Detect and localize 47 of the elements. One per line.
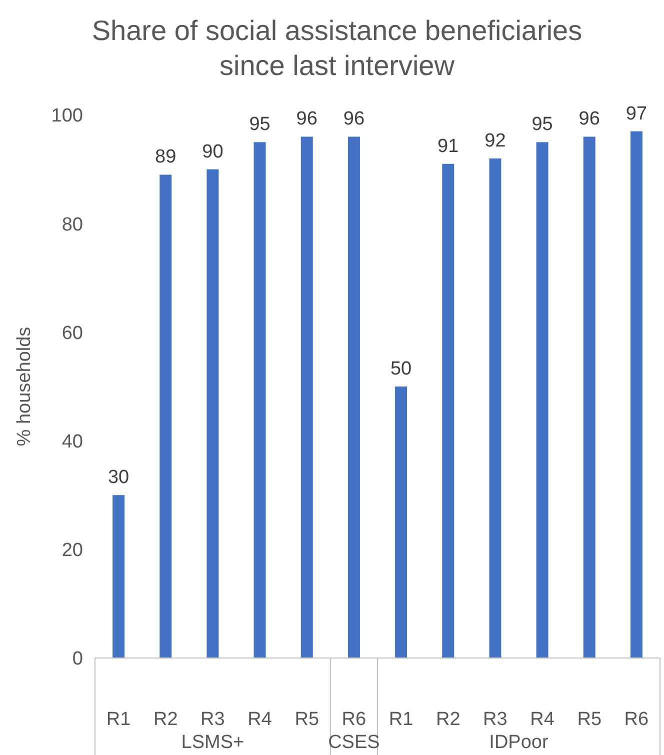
x-tick-label: R4 (530, 709, 555, 730)
data-label: 92 (484, 130, 506, 152)
bar (254, 142, 266, 658)
text: CSES (328, 732, 380, 753)
data-label: 30 (108, 467, 130, 488)
x-tick-label: R2 (436, 709, 460, 730)
x-tick-label: R3 (200, 709, 225, 730)
y-tick-label: 40 (62, 431, 83, 452)
data-label: 95 (532, 114, 553, 136)
text: LSMS+ (181, 732, 244, 753)
x-tick-label: R5 (294, 709, 320, 730)
y-tick-label: 80 (62, 214, 83, 236)
bar (160, 174, 172, 658)
data-label: 96 (296, 108, 318, 130)
y-tick-label: 100 (51, 106, 83, 127)
text: IDPoor (489, 732, 549, 753)
x-tick-label: R3 (483, 709, 508, 730)
data-label: 90 (202, 141, 224, 162)
data-label: 96 (578, 108, 600, 130)
data-label: 91 (438, 136, 459, 157)
y-tick-label: 0 (72, 648, 83, 670)
data-label: 50 (390, 358, 412, 380)
bar (348, 136, 360, 658)
bar (536, 142, 548, 658)
x-tick-label: R4 (248, 709, 272, 730)
bar (112, 495, 125, 658)
x-tick-label: R6 (624, 709, 649, 730)
data-label: 89 (155, 146, 176, 168)
chart-title: Share of social assistance beneficiaries since last interview (92, 15, 582, 81)
y-tick-label: 20 (62, 540, 83, 562)
x-tick-label: R1 (106, 709, 131, 730)
bar (395, 386, 408, 658)
bar (300, 136, 313, 658)
x-tick-label: R2 (153, 709, 178, 730)
x-tick-label: R5 (577, 709, 602, 730)
y-tick-label: 60 (62, 322, 83, 344)
data-label: 97 (626, 103, 648, 124)
bar (630, 131, 642, 658)
data-label: 95 (249, 114, 270, 136)
bar (206, 169, 219, 658)
data-label: 96 (343, 108, 365, 130)
bar (442, 164, 454, 658)
x-tick-label: R6 (342, 709, 366, 730)
x-tick-label: R1 (388, 709, 414, 730)
bar (583, 136, 596, 658)
bar (489, 158, 502, 658)
y-axis-title: % households (14, 326, 35, 446)
